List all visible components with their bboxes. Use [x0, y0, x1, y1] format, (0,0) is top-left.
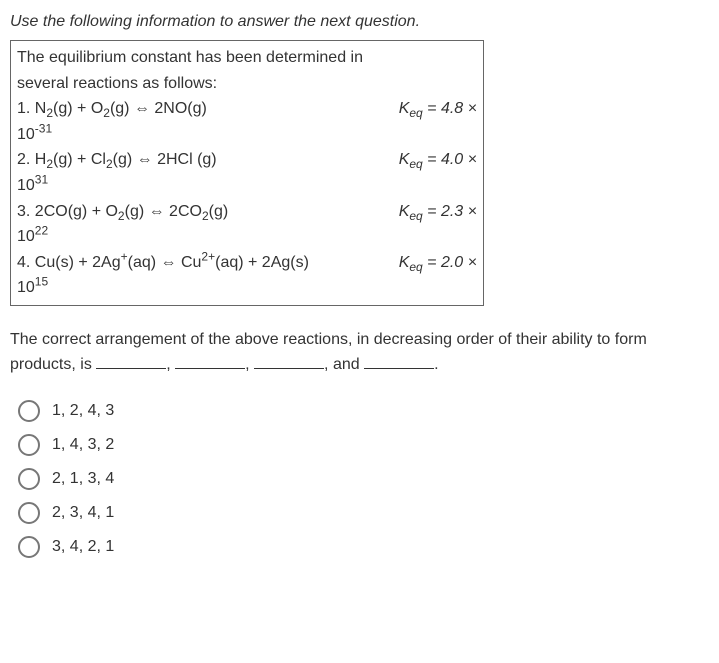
reaction-row: 4. Cu(s) + 2Ag+(aq) ⇔ Cu2+(aq) + 2Ag(s) … [17, 250, 477, 276]
option-label: 2, 3, 4, 1 [52, 501, 114, 525]
reaction-keq: Keq = 2.3 × [399, 199, 477, 225]
info-intro-line1: The equilibrium constant has been determ… [17, 45, 477, 71]
reaction-cont: 1015 [17, 275, 477, 301]
info-box: The equilibrium constant has been determ… [10, 40, 484, 306]
radio-icon [18, 434, 40, 456]
blank [96, 352, 166, 369]
reaction-keq: Keq = 4.0 × [399, 147, 477, 173]
reaction-lhs: 1. N2(g) + O2(g) ⇔ 2NO(g) [17, 96, 399, 122]
options-list: 1, 2, 4, 3 1, 4, 3, 2 2, 1, 3, 4 2, 3, 4… [10, 399, 709, 559]
reaction-row: 2. H2(g) + Cl2(g) ⇔ 2HCl (g) Keq = 4.0 × [17, 147, 477, 173]
reaction-lhs: 3. 2CO(g) + O2(g) ⇔ 2CO2(g) [17, 199, 399, 225]
option-item[interactable]: 2, 3, 4, 1 [18, 501, 709, 525]
reaction-lhs: 4. Cu(s) + 2Ag+(aq) ⇔ Cu2+(aq) + 2Ag(s) [17, 250, 399, 276]
question-stem: The correct arrangement of the above rea… [10, 328, 709, 377]
blank [175, 352, 245, 369]
option-item[interactable]: 1, 2, 4, 3 [18, 399, 709, 423]
reaction-cont: 1031 [17, 173, 477, 199]
reaction-keq: Keq = 4.8 × [399, 96, 477, 122]
blank [364, 352, 434, 369]
reaction-cont: 10-31 [17, 122, 477, 148]
option-label: 3, 4, 2, 1 [52, 535, 114, 559]
reaction-lhs: 2. H2(g) + Cl2(g) ⇔ 2HCl (g) [17, 147, 399, 173]
info-intro-line2: several reactions as follows: [17, 71, 477, 97]
radio-icon [18, 400, 40, 422]
reaction-cont: 1022 [17, 224, 477, 250]
option-label: 1, 2, 4, 3 [52, 399, 114, 423]
radio-icon [18, 468, 40, 490]
instruction-text: Use the following information to answer … [10, 10, 709, 34]
option-label: 2, 1, 3, 4 [52, 467, 114, 491]
reaction-keq: Keq = 2.0 × [399, 250, 477, 276]
option-item[interactable]: 2, 1, 3, 4 [18, 467, 709, 491]
option-item[interactable]: 1, 4, 3, 2 [18, 433, 709, 457]
radio-icon [18, 502, 40, 524]
option-label: 1, 4, 3, 2 [52, 433, 114, 457]
blank [254, 352, 324, 369]
radio-icon [18, 536, 40, 558]
reaction-row: 3. 2CO(g) + O2(g) ⇔ 2CO2(g) Keq = 2.3 × [17, 199, 477, 225]
option-item[interactable]: 3, 4, 2, 1 [18, 535, 709, 559]
reaction-row: 1. N2(g) + O2(g) ⇔ 2NO(g) Keq = 4.8 × [17, 96, 477, 122]
